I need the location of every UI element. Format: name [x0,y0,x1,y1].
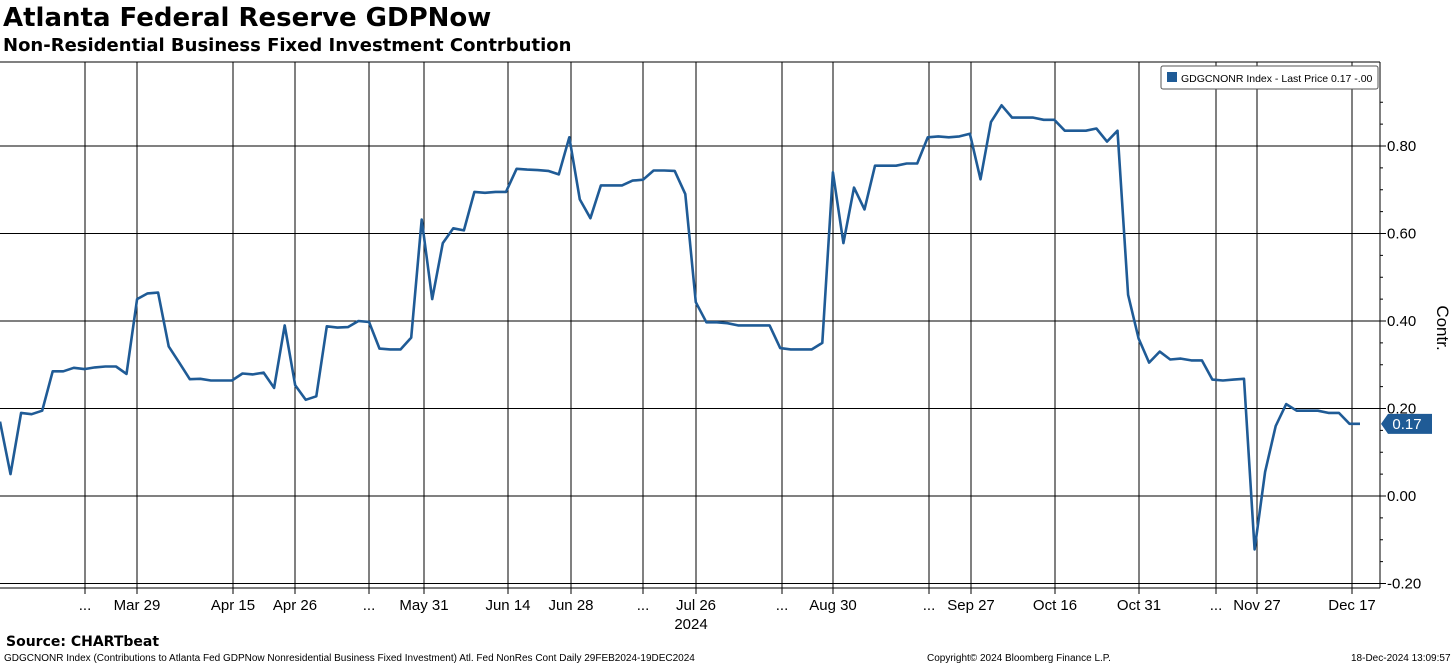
y-tick-label: 0.40 [1387,313,1416,330]
footer-timestamp: 18-Dec-2024 13:09:57 [1351,653,1451,664]
x-tick-label: Jul 26 [676,597,716,614]
x-axis-tick-labels: ... Mar 29 Apr 15 Apr 26... May 31 Jun 14 Jun … [79,597,1376,614]
x-tick-label: Sep 27 [947,597,995,614]
last-value-text: 0.17 [1392,416,1421,433]
legend-box [1160,65,1379,90]
x-tick-label: ... [923,597,936,614]
x-tick-label: Nov 27 [1233,597,1281,614]
x-tick-label: ... [776,597,789,614]
x-tick-label: Oct 16 [1033,597,1077,614]
last-value-marker: 0.17 [1381,413,1432,434]
x-tick-label: Aug 30 [809,597,857,614]
x-tick-label: May 31 [399,597,448,614]
chart-title: Atlanta Federal Reserve GDPNow [3,3,492,33]
legend-entry: GDGCNONR Index - Last Price 0.17 -.00 [1181,73,1373,85]
x-tick-label: Jun 28 [548,597,593,614]
y-tick-label: 0.60 [1387,226,1416,243]
chart-subtitle: Non-Residential Business Fixed Investmen… [3,35,572,56]
x-tick-label: ... [363,597,376,614]
x-tick-label: ... [79,597,92,614]
x-tick-label: ... [1210,597,1223,614]
last-value-tag [1381,413,1432,434]
horizontal-gridlines [0,145,1380,584]
y-tick-label: 0.20 [1387,401,1416,418]
x-tick-label: Apr 26 [273,597,317,614]
y-axis-ticks: -0.20 0.00 0.20 0.40 0.60 0.80 [1380,101,1421,593]
x-tick-label: Mar 29 [114,597,161,614]
y-axis-label: Contr. [1433,305,1452,350]
legend: GDGCNONR Index - Last Price 0.17 -.00 [1160,65,1379,90]
y-tick-label: 0.00 [1387,488,1416,505]
footer-description: GDGCNONR Index (Contributions to Atlanta… [4,653,695,664]
x-tick-label: Dec 17 [1328,597,1376,614]
footer-copyright: Copyright© 2024 Bloomberg Finance L.P. [927,653,1111,664]
x-axis-year-label: 2024 [674,616,707,633]
source-note: Source: CHARTbeat [6,634,160,650]
legend-swatch [1167,72,1177,82]
y-tick-label: -0.20 [1387,576,1421,593]
y-tick-label: 0.80 [1387,138,1416,155]
series-line [0,104,1360,551]
x-tick-label: ... [637,597,650,614]
x-tick-label: Oct 31 [1117,597,1161,614]
vertical-gridlines [84,62,1353,594]
x-tick-label: Jun 14 [485,597,530,614]
x-tick-label: Apr 15 [211,597,255,614]
